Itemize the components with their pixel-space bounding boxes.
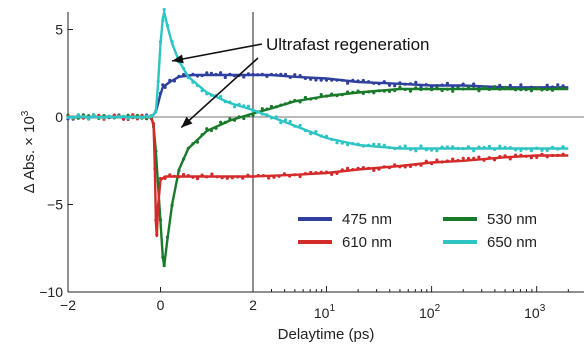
data-point (219, 120, 223, 124)
data-point (219, 71, 223, 75)
data-point (223, 75, 227, 80)
x-tick-label-base: 10 (419, 305, 435, 321)
annotation-arrowhead-1 (172, 54, 184, 64)
data-point (493, 85, 497, 89)
data-point (529, 149, 534, 153)
data-point (414, 149, 418, 153)
plot-frame (67, 12, 584, 293)
data-point (319, 93, 323, 97)
data-point (162, 7, 166, 12)
data-point (451, 89, 455, 93)
x-tick-label: −2 (60, 297, 76, 313)
x-tick-label: 0 (157, 297, 165, 313)
x-tick-label-base: 10 (314, 305, 330, 321)
data-point (498, 144, 502, 148)
data-point (346, 166, 350, 170)
data-point (556, 83, 560, 87)
y-tick-label: 0 (55, 109, 63, 125)
y-tick-label: −5 (47, 197, 63, 213)
data-point (314, 78, 318, 82)
data-point (435, 158, 439, 162)
data-point (545, 83, 549, 87)
data-point (393, 84, 397, 88)
x-tick-label-exponent: 2 (435, 303, 441, 314)
axis-titles: Delaytime (ps) Δ Abs. × 103 (20, 110, 374, 343)
data-point (346, 81, 350, 85)
data-point (92, 113, 96, 117)
x-tick-label-exponent: 1 (329, 303, 335, 314)
data-point (293, 73, 297, 77)
x-tick-label: 102 (419, 303, 441, 321)
data-point (246, 104, 250, 108)
data-point (451, 157, 455, 161)
x-tick-label: 103 (524, 303, 546, 321)
data-point (377, 142, 381, 147)
data-point (182, 172, 186, 177)
series-line (68, 115, 569, 238)
data-point (461, 156, 465, 160)
annotation-arrow-1 (171, 43, 263, 62)
x-tick-label: 2 (249, 297, 257, 313)
data-point (298, 123, 302, 127)
data-point (205, 71, 209, 75)
data-point (408, 89, 413, 93)
x-axis-title: Delaytime (ps) (278, 326, 375, 343)
data-point (283, 118, 288, 122)
data-point (232, 105, 237, 109)
data-point (372, 142, 376, 146)
data-point (210, 172, 214, 176)
annotation-text: Ultrafast regeneration (266, 35, 429, 54)
data-point (472, 149, 476, 153)
annotation-arrow-2 (180, 57, 259, 129)
data-point (435, 149, 439, 153)
series-line (68, 10, 569, 150)
data-point (477, 155, 481, 159)
legend-label: 475 nm (342, 211, 392, 228)
x-tick-label-exponent: 3 (540, 303, 546, 314)
data-point (267, 176, 271, 180)
data-point (487, 144, 491, 148)
annotation-arrowhead-2 (181, 116, 193, 128)
data-point (445, 81, 449, 85)
annotation: Ultrafast regeneration (171, 35, 429, 129)
legend-label: 610 nm (342, 234, 392, 251)
y-tick-label: −10 (39, 284, 63, 300)
data-point (335, 141, 339, 145)
legend: 475 nm 530 nm 610 nm 650 nm (298, 211, 537, 251)
y-axis-title-exponent: 3 (20, 110, 31, 116)
y-tick-label: 5 (55, 22, 63, 38)
x-tick-label: 101 (314, 303, 336, 321)
data-point (76, 113, 80, 117)
y-axis-title: Δ Abs. × 103 (20, 110, 38, 193)
ticks: 50−5−10−2 0 2 101 102 103 (39, 22, 569, 321)
data-point (403, 144, 407, 148)
y-axis-title-main: Δ Abs. × 10 (21, 116, 38, 193)
data-point (288, 119, 292, 124)
data-point (195, 177, 200, 181)
legend-label: 650 nm (487, 234, 537, 251)
data-point (372, 168, 376, 172)
data-point (519, 83, 523, 87)
data-point (419, 144, 423, 148)
data-point (414, 80, 418, 84)
legend-label: 530 nm (487, 211, 537, 228)
series-line (68, 73, 569, 119)
series-layer (66, 7, 569, 268)
x-tick-label-base: 10 (524, 305, 540, 321)
